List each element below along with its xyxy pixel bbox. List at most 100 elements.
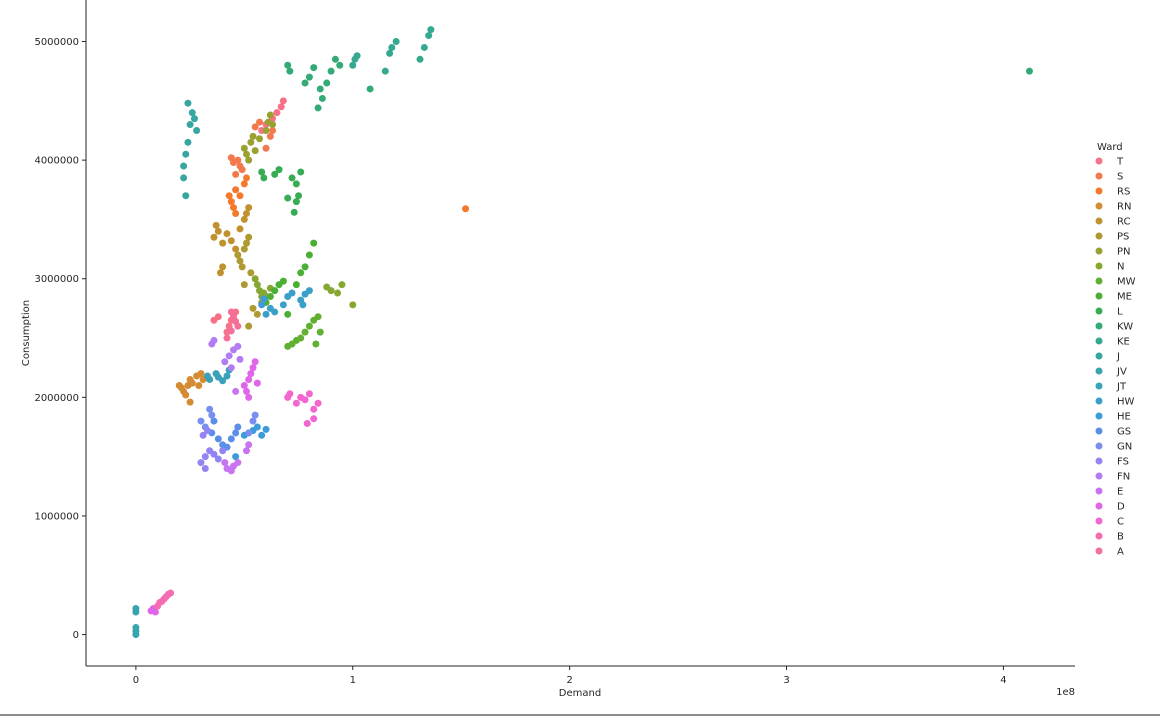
legend-marker: [1095, 172, 1103, 180]
legend-label: HW: [1117, 397, 1135, 408]
data-point: [210, 417, 218, 425]
data-point: [305, 73, 313, 81]
y-ticks: 0 1000000 2000000 3000000 4000000 5000000: [34, 37, 86, 641]
legend-item: GS: [1095, 427, 1131, 438]
series-FN: [208, 336, 244, 372]
data-point: [301, 79, 309, 87]
data-point: [245, 322, 253, 330]
legend-item: A: [1095, 547, 1124, 558]
data-point: [249, 132, 257, 140]
data-point: [182, 391, 190, 399]
data-point: [214, 227, 222, 235]
data-point: [132, 604, 140, 612]
y-tick-label: 3000000: [34, 274, 79, 285]
data-point: [242, 174, 250, 182]
data-point: [349, 61, 357, 69]
legend-marker: [1095, 277, 1103, 285]
data-point: [284, 61, 292, 69]
legend-marker: [1095, 247, 1103, 255]
data-point: [232, 186, 240, 194]
series-MW: [284, 313, 324, 350]
series-ME: [262, 239, 318, 318]
legend-item: S: [1095, 172, 1123, 183]
legend-label: GN: [1117, 442, 1132, 453]
data-point: [240, 381, 248, 389]
legend-marker: [1095, 547, 1103, 555]
data-point: [260, 174, 268, 182]
data-point: [219, 263, 227, 271]
legend-marker: [1095, 307, 1103, 315]
data-point: [327, 287, 335, 295]
legend-item: JV: [1095, 367, 1127, 378]
legend-item: FN: [1095, 472, 1130, 483]
data-point: [180, 174, 188, 182]
data-point: [242, 150, 250, 158]
data-point: [284, 342, 292, 350]
legend-label: PS: [1117, 232, 1129, 243]
legend-item: KW: [1095, 322, 1133, 333]
data-point: [262, 425, 270, 433]
series-RS: [225, 174, 470, 217]
legend-item: RC: [1095, 217, 1130, 228]
data-point: [269, 121, 277, 129]
legend-label: FN: [1117, 472, 1130, 483]
legend-label: D: [1117, 502, 1125, 513]
data-point: [210, 316, 218, 324]
data-point: [232, 245, 240, 253]
data-point: [295, 192, 303, 200]
data-point: [331, 55, 339, 63]
legend-item: HE: [1095, 412, 1131, 423]
data-point: [240, 215, 248, 223]
series-RN: [175, 370, 207, 406]
data-point: [253, 423, 261, 431]
legend-marker: [1095, 352, 1103, 360]
legend-marker: [1095, 382, 1103, 390]
data-point: [184, 138, 192, 146]
data-point: [386, 49, 394, 57]
data-point: [236, 192, 244, 200]
data-point: [151, 608, 159, 616]
data-point: [279, 97, 287, 105]
data-point: [301, 396, 309, 404]
data-point: [245, 441, 253, 449]
data-point: [210, 336, 218, 344]
x-tick-label: 1: [350, 675, 356, 686]
legend-label: KE: [1117, 337, 1130, 348]
data-point: [197, 417, 205, 425]
data-point: [203, 427, 211, 435]
data-point: [310, 64, 318, 72]
legend-marker: [1095, 262, 1103, 270]
data-point: [290, 208, 298, 216]
series-T: [210, 97, 287, 336]
data-point: [338, 281, 346, 289]
y-tick-label: 2000000: [34, 393, 79, 404]
y-tick-label: 0: [73, 630, 79, 641]
data-point: [323, 79, 331, 87]
legend-item: E: [1095, 487, 1123, 498]
axes: [85, 0, 1075, 667]
data-point: [247, 370, 255, 378]
data-point: [186, 398, 194, 406]
data-point: [201, 453, 209, 461]
data-point: [266, 293, 274, 301]
data-point: [258, 301, 266, 309]
data-point: [195, 381, 203, 389]
data-point: [249, 304, 257, 312]
data-point: [219, 239, 227, 247]
legend-marker: [1095, 292, 1103, 300]
data-point: [305, 390, 313, 398]
data-point: [314, 313, 322, 321]
data-point: [301, 328, 309, 336]
data-point: [305, 287, 313, 295]
data-point: [279, 301, 287, 309]
legend-label: RC: [1117, 217, 1130, 228]
data-point: [316, 85, 324, 93]
data-point: [223, 372, 231, 380]
data-point: [251, 123, 259, 131]
data-point: [234, 156, 242, 164]
data-point: [251, 358, 259, 366]
series-E: [221, 387, 253, 475]
data-point: [253, 379, 261, 387]
data-point: [184, 99, 192, 107]
legend-marker: [1095, 532, 1103, 540]
